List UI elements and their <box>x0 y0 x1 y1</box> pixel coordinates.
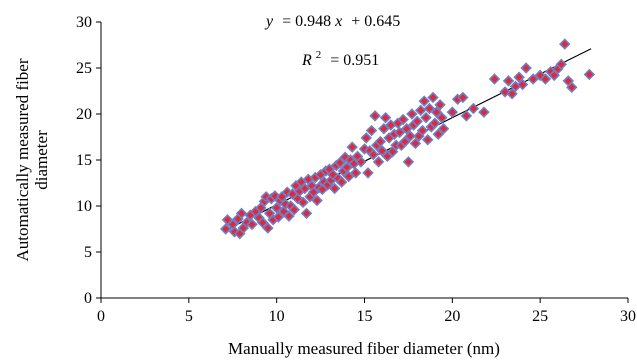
data-point <box>436 111 448 124</box>
data-point <box>393 126 406 139</box>
data-point <box>414 104 427 117</box>
data-point <box>378 122 390 135</box>
data-point <box>539 73 552 85</box>
data-point <box>367 148 380 161</box>
data-point <box>369 110 381 122</box>
data-point <box>311 194 323 207</box>
r-squared-annotation: R 2 = 0.951 <box>301 45 379 69</box>
data-point <box>437 122 450 135</box>
data-point <box>328 182 341 195</box>
data-point <box>397 113 409 126</box>
data-point <box>457 91 469 104</box>
data-point <box>246 218 258 231</box>
y-tick-label: 25 <box>76 60 92 77</box>
x-tick-label: 5 <box>185 308 193 325</box>
data-point <box>555 58 567 71</box>
data-point <box>339 151 351 163</box>
data-point <box>434 99 446 111</box>
x-tick-label: 30 <box>620 308 636 325</box>
data-point <box>372 156 385 168</box>
y-axis-title-line2: diameter <box>32 130 51 190</box>
data-point <box>418 95 430 107</box>
data-point <box>355 156 367 168</box>
data-point <box>460 110 473 122</box>
data-point <box>416 124 429 137</box>
data-point <box>527 73 539 85</box>
data-point <box>516 78 529 91</box>
data-point <box>559 38 571 50</box>
data-point <box>270 202 283 214</box>
data-point <box>346 141 358 153</box>
data-point <box>427 91 439 104</box>
y-tick-label: 20 <box>76 106 92 123</box>
data-point <box>432 128 445 140</box>
data-point <box>362 167 374 179</box>
data-point <box>429 117 441 129</box>
data-point <box>365 124 378 137</box>
y-tick-label: 5 <box>84 244 92 261</box>
data-point <box>288 203 300 216</box>
data-point <box>422 134 434 146</box>
x-tick-label: 10 <box>269 308 285 325</box>
data-point <box>478 106 490 118</box>
data-point <box>404 130 416 142</box>
data-point <box>283 210 295 222</box>
y-axis-title-group: Automatically measured fiber diameter <box>13 58 51 261</box>
data-point <box>335 176 348 188</box>
data-point <box>467 102 480 115</box>
data-point <box>430 106 443 118</box>
data-point <box>583 68 596 81</box>
x-tick-label: 15 <box>357 308 373 325</box>
x-tick-label: 20 <box>444 308 460 325</box>
data-point <box>406 108 418 120</box>
data-point <box>376 145 388 157</box>
data-point <box>360 132 372 144</box>
y-tick-label: 10 <box>76 198 92 215</box>
x-axis-title: Manually measured fiber diameter (nm) <box>228 339 500 358</box>
data-point <box>534 69 546 82</box>
data-point <box>399 135 411 148</box>
data-point <box>513 71 525 83</box>
y-tick-label: 30 <box>76 14 92 31</box>
data-point <box>334 157 346 169</box>
data-point <box>297 196 309 209</box>
data-point <box>341 161 353 174</box>
x-tick-label: 0 <box>97 308 105 325</box>
data-point <box>262 222 274 234</box>
data-point <box>235 207 248 220</box>
data-point <box>566 81 578 94</box>
data-point <box>446 106 459 118</box>
data-points <box>219 38 596 240</box>
data-point <box>400 122 413 135</box>
data-point <box>520 62 532 74</box>
axes: 0 5 10 15 20 25 30 0 5 10 15 20 25 30 <box>76 14 636 325</box>
data-point <box>488 73 501 85</box>
data-point <box>423 102 436 115</box>
y-tick-label: 15 <box>76 152 92 169</box>
data-point <box>374 135 387 148</box>
data-point <box>349 167 362 179</box>
data-point <box>402 156 415 168</box>
data-point <box>219 223 232 235</box>
data-point <box>300 207 313 220</box>
y-tick-label: 0 <box>84 290 92 307</box>
data-point <box>506 88 518 100</box>
data-point <box>502 75 515 87</box>
data-point <box>272 211 285 223</box>
data-point <box>342 170 355 183</box>
data-point <box>379 111 392 124</box>
data-point <box>411 115 423 128</box>
data-point <box>420 111 432 124</box>
data-point <box>256 216 269 229</box>
data-point <box>409 137 422 150</box>
x-tick-label: 25 <box>532 308 548 325</box>
data-point <box>292 192 304 205</box>
y-axis-title-line1: Automatically measured fiber <box>13 58 32 261</box>
regression-equation: y = 0.948 x + 0.645 <box>264 13 400 30</box>
